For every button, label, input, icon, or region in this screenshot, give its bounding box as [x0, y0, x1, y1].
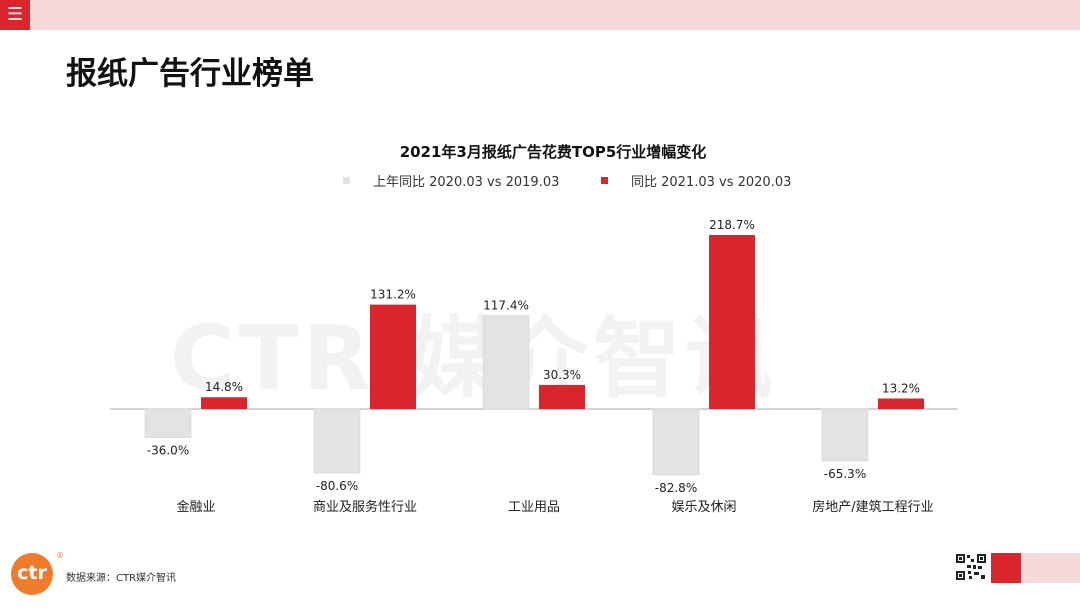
data-label: 218.7%: [709, 218, 755, 232]
bar: [370, 304, 416, 409]
data-label: 131.2%: [370, 288, 416, 302]
bar: [821, 408, 869, 462]
data-label: -36.0%: [147, 444, 189, 458]
bar: [482, 315, 530, 410]
data-label: 30.3%: [543, 368, 581, 382]
category-label: 娱乐及休闲: [671, 500, 736, 515]
data-label: -80.6%: [316, 479, 358, 493]
bar: [201, 397, 247, 409]
bar: [652, 408, 700, 476]
data-label: 117.4%: [483, 299, 529, 313]
source-note: 数据来源：CTR媒介智讯: [66, 573, 177, 584]
chart-title: 2021年3月报纸广告花费TOP5行业增幅变化: [400, 143, 707, 161]
category-label: 金融业: [176, 499, 215, 515]
page-title: 报纸广告行业榜单: [66, 56, 314, 92]
data-label: 14.8%: [205, 380, 243, 394]
watermark: CTR 媒介智讯: [170, 307, 778, 410]
footer-red-block: [991, 553, 1021, 583]
logo-registered-mark: ®: [56, 551, 64, 560]
legend-swatch: [601, 177, 608, 184]
legend-label: 上年同比 2020.03 vs 2019.03: [373, 175, 559, 190]
top-bar: [0, 0, 1080, 30]
category-label: 房地产/建筑工程行业: [812, 499, 933, 515]
category-label: 商业及服务性行业: [313, 499, 417, 515]
data-label: -65.3%: [824, 467, 866, 481]
ctr-logo: ctr: [11, 553, 53, 595]
footer-pink-block: [1021, 553, 1080, 583]
legend-swatch: [343, 177, 350, 184]
legend-label: 同比 2021.03 vs 2020.03: [631, 175, 791, 190]
data-label: -82.8%: [655, 481, 697, 495]
menu-icon[interactable]: ☰: [0, 0, 30, 30]
data-label: 13.2%: [882, 381, 920, 395]
bar: [709, 235, 755, 409]
bar: [539, 384, 585, 409]
bar: [313, 408, 361, 474]
bar: [144, 408, 192, 438]
category-label: 工业用品: [508, 500, 560, 515]
bar: [878, 398, 924, 409]
qr-code-icon: [955, 553, 987, 581]
